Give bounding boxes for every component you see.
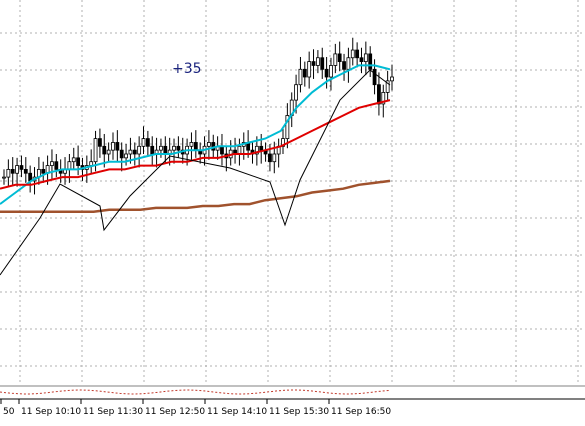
candle-body — [115, 142, 120, 151]
candle-body — [315, 57, 320, 66]
x-tick-label: 50 — [3, 407, 15, 417]
candle-body — [54, 161, 59, 170]
candle-body — [137, 145, 142, 155]
candle-body — [324, 68, 329, 78]
candle-body — [119, 149, 124, 159]
x-tick-label: 11 Sep 10:10 — [21, 407, 81, 417]
candle-body — [50, 161, 54, 166]
candle-body — [272, 153, 277, 163]
candle-body — [298, 68, 303, 86]
candle-body — [346, 57, 351, 70]
moving-average-line — [0, 99, 391, 190]
candle-body — [307, 61, 312, 78]
candle-body — [159, 145, 163, 151]
candle-body — [71, 157, 76, 163]
candle-body — [372, 68, 377, 86]
envelope-line — [0, 69, 391, 276]
candle-body — [102, 145, 107, 155]
candle-body — [23, 168, 28, 174]
candle-body — [381, 92, 386, 105]
x-tick-label: 11 Sep 11:30 — [83, 407, 143, 417]
candle-body — [132, 149, 137, 155]
candle-body — [302, 68, 307, 78]
candle-body — [98, 138, 102, 147]
candle-body — [15, 165, 19, 174]
x-tick-label: 11 Sep 16:50 — [331, 407, 391, 417]
candle-body — [254, 145, 259, 155]
candle-body — [350, 49, 355, 59]
candle-body — [385, 80, 390, 93]
candle-body — [128, 149, 133, 155]
moving-average-line — [0, 64, 391, 205]
candle-body — [19, 165, 24, 170]
candle-body — [124, 153, 128, 159]
candle-body — [76, 157, 81, 166]
candle-body — [333, 53, 338, 66]
x-tick-label: 11 Sep 14:10 — [207, 407, 267, 417]
x-tick-label: 11 Sep 12:50 — [145, 407, 205, 417]
candle-body — [206, 142, 211, 147]
profit-annotation: +35 — [172, 61, 202, 77]
candle-body — [268, 153, 272, 163]
candle-body — [329, 65, 333, 78]
candle-body — [10, 168, 15, 174]
candle-body — [363, 53, 368, 63]
candle-body — [189, 142, 194, 147]
candle-body — [6, 168, 11, 178]
grid — [0, 0, 585, 385]
candle-body — [342, 61, 346, 70]
candle-body — [176, 145, 181, 151]
candle-body — [111, 142, 115, 151]
candle-body — [41, 168, 46, 174]
candle-body — [2, 176, 6, 179]
candle-body — [355, 49, 360, 59]
candle-body — [145, 138, 150, 147]
candle-body — [337, 53, 342, 63]
candle-body — [294, 84, 298, 101]
candle-body — [359, 57, 364, 62]
x-tick-label: 11 Sep 15:30 — [269, 407, 329, 417]
candle-body — [172, 145, 176, 151]
candle-body — [93, 138, 98, 163]
moving-average-line — [0, 179, 391, 214]
candle-body — [320, 57, 325, 70]
candle-body — [377, 84, 381, 105]
oscillator-line — [0, 389, 391, 395]
candle-body — [368, 53, 373, 70]
candle-body — [141, 138, 146, 147]
candle-body — [390, 76, 394, 82]
candle-body — [285, 115, 290, 140]
candle-body — [106, 149, 111, 155]
candle-body — [311, 61, 316, 66]
